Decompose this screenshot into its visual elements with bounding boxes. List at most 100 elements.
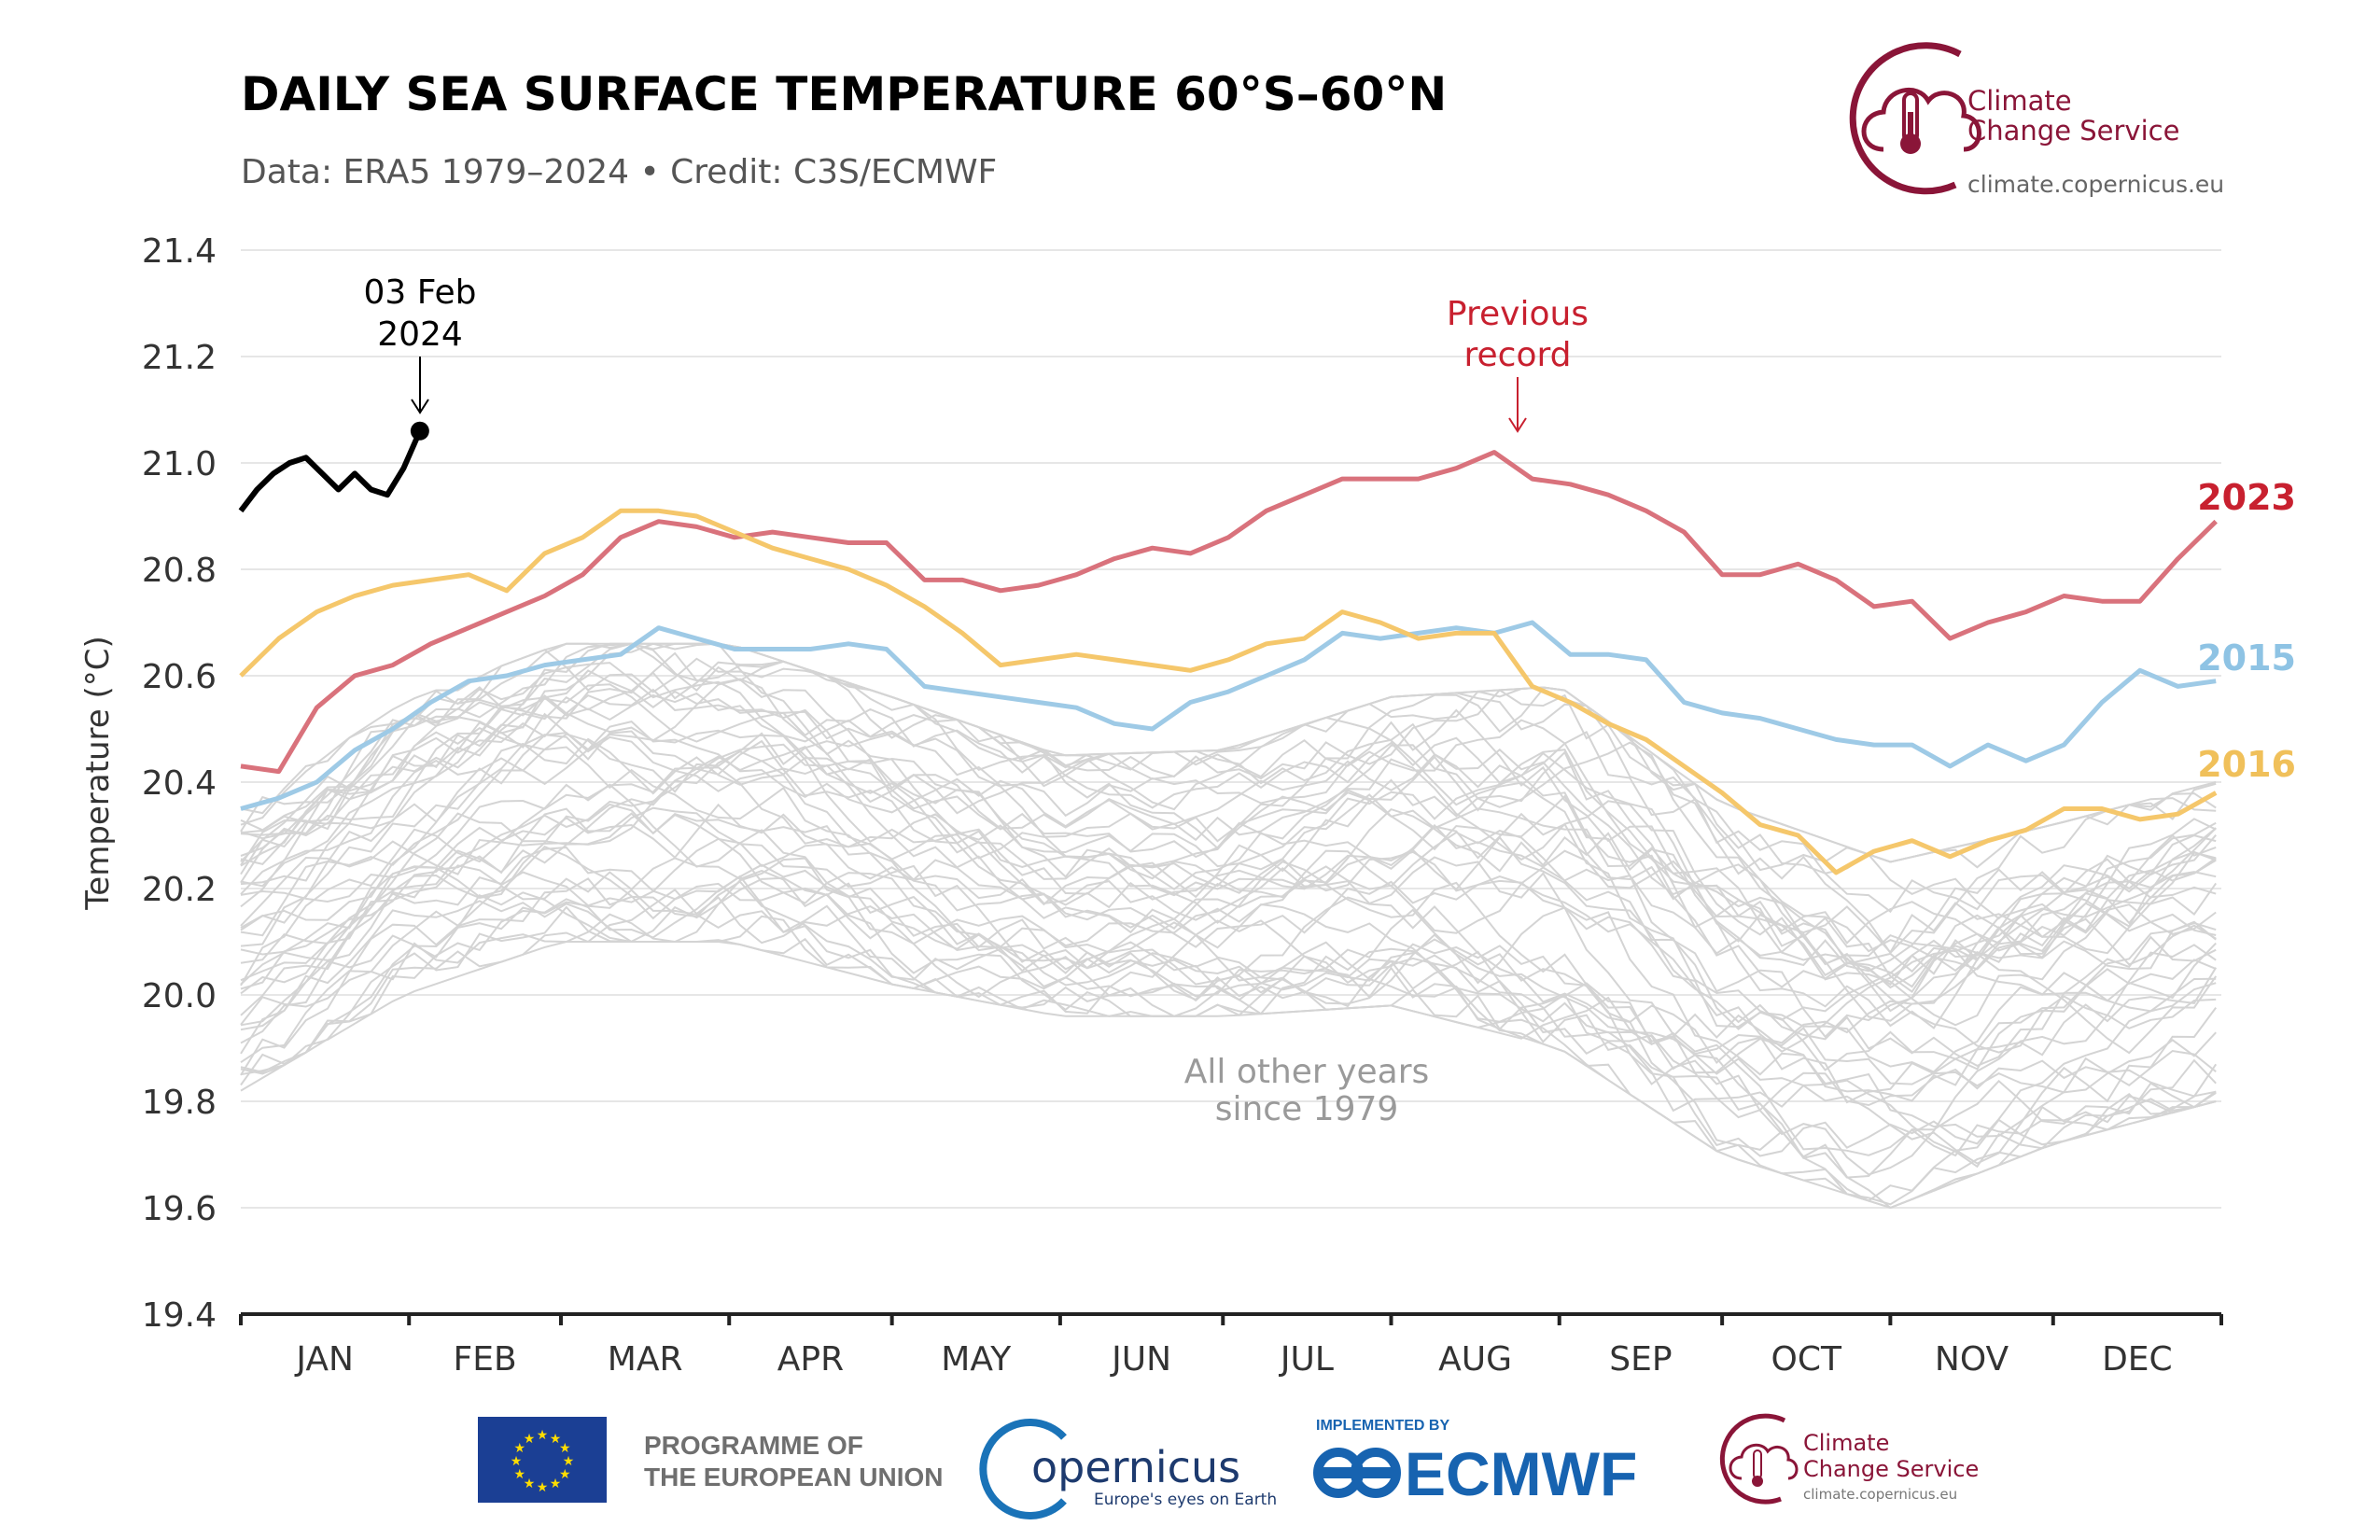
background-year-line bbox=[240, 743, 2217, 1030]
background-year-line bbox=[240, 651, 2217, 920]
ecmwf-wordmark: ECMWF bbox=[1405, 1439, 1637, 1508]
copernicus-wordmark: opernicus bbox=[1031, 1442, 1240, 1492]
chart-subtitle: Data: ERA5 1979–2024 • Credit: C3S/ECMWF bbox=[241, 153, 997, 191]
y-tick-label: 19.4 bbox=[142, 1296, 217, 1335]
eu-star-icon: ★ bbox=[513, 1467, 525, 1482]
latest-point-marker bbox=[410, 421, 429, 441]
series-label-2016: 2016 bbox=[2197, 744, 2296, 785]
background-year-line bbox=[240, 660, 2217, 988]
background-year-line bbox=[240, 941, 2217, 1206]
record-label-line1: Previous bbox=[1447, 295, 1589, 333]
y-tick-label: 19.6 bbox=[142, 1190, 217, 1228]
background-year-line bbox=[240, 863, 2217, 1210]
background-year-line bbox=[240, 737, 2217, 1029]
climate-change-service-logo: Climate Change Service climate.copernicu… bbox=[1849, 42, 2224, 198]
x-tick-label: NOV bbox=[1935, 1340, 2009, 1379]
background-year-line bbox=[240, 642, 2217, 955]
latest-year-label: 2024 bbox=[377, 315, 463, 354]
copernicus-logo: opernicus Europe's eyes on Earth bbox=[979, 1419, 1277, 1519]
ccs-footer-line1: Climate bbox=[1803, 1430, 1889, 1456]
eu-logo: ★ ★★★★★★★★★★★ PROGRAMME OF THE EUROPEAN U… bbox=[478, 1417, 943, 1503]
y-axis-ticks: 21.4 21.2 21.0 20.8 20.6 20.4 20.2 20.0 19.8 19.6… bbox=[142, 232, 217, 1335]
background-year-line bbox=[240, 857, 2217, 1169]
x-tick-label: JUL bbox=[1279, 1340, 1334, 1379]
x-tick-label: MAR bbox=[608, 1340, 683, 1379]
series-line-2023 bbox=[240, 450, 2218, 775]
x-tick-label: JAN bbox=[294, 1340, 354, 1379]
ecmwf-logo: IMPLEMENTED BY ECMWF bbox=[1313, 1418, 1637, 1508]
background-year-line bbox=[240, 889, 2217, 1202]
x-axis: JAN FEB MAR APR MAY JUN JUL AUG SEP OCT NOV DEC bbox=[239, 1312, 2223, 1379]
copernicus-tagline: Europe's eyes on Earth bbox=[1094, 1491, 1277, 1509]
x-tick-label: OCT bbox=[1771, 1340, 1842, 1379]
cloud-icon bbox=[1861, 87, 1981, 152]
latest-date-label: 03 Feb bbox=[364, 273, 477, 312]
highlight-series bbox=[238, 421, 2218, 875]
x-tick-label: JUN bbox=[1110, 1340, 1171, 1379]
thermometer-icon bbox=[1900, 91, 1921, 154]
background-year-line bbox=[240, 888, 2217, 1210]
eu-star-icon: ★ bbox=[559, 1441, 571, 1456]
logo-arc bbox=[1849, 42, 1962, 195]
x-tick-label: SEP bbox=[1609, 1340, 1672, 1379]
background-year-line bbox=[240, 746, 2218, 1055]
background-year-line bbox=[240, 857, 2218, 1165]
eu-star-icon: ★ bbox=[511, 1454, 523, 1469]
eu-star-icon: ★ bbox=[537, 1428, 549, 1443]
y-tick-label: 21.4 bbox=[142, 232, 217, 271]
record-arrowhead bbox=[1508, 417, 1527, 433]
eu-star-icon: ★ bbox=[550, 1432, 562, 1447]
others-label-line1: All other years bbox=[1184, 1053, 1430, 1091]
background-year-line bbox=[240, 669, 2217, 872]
eu-star-icon: ★ bbox=[524, 1477, 536, 1491]
eu-star-icon: ★ bbox=[563, 1454, 575, 1469]
background-year-line bbox=[240, 846, 2217, 1119]
y-axis-label: Temperature (°C) bbox=[79, 636, 117, 910]
background-year-line bbox=[240, 642, 2217, 973]
ccs-footer-thermometer-icon bbox=[1752, 1449, 1763, 1487]
eu-star-icon: ★ bbox=[550, 1477, 562, 1491]
x-tick-label: MAY bbox=[941, 1340, 1012, 1379]
background-year-line bbox=[240, 877, 2217, 1104]
record-annotation: Previous record bbox=[1447, 295, 1589, 433]
background-year-line bbox=[240, 876, 2217, 1179]
x-tick-label: APR bbox=[777, 1340, 844, 1379]
record-label-line2: record bbox=[1464, 336, 1572, 374]
y-tick-label: 20.2 bbox=[142, 871, 217, 909]
eu-star-icon: ★ bbox=[513, 1441, 525, 1456]
background-year-line bbox=[240, 807, 2217, 1085]
y-tick-label: 20.4 bbox=[142, 764, 217, 803]
eu-stars: ★ ★★★★★★★★★★★ bbox=[511, 1428, 575, 1495]
y-tick-label: 19.8 bbox=[142, 1084, 217, 1122]
x-tick-label: DEC bbox=[2102, 1340, 2173, 1379]
x-tick-label: AUG bbox=[1438, 1340, 1512, 1379]
ccs-footer-line2: Change Service bbox=[1803, 1456, 1979, 1482]
others-label-line2: since 1979 bbox=[1215, 1090, 1399, 1128]
brand-line1: Climate bbox=[1967, 85, 2072, 117]
latest-annotation: 03 Feb 2024 bbox=[364, 273, 477, 414]
background-year-line bbox=[240, 749, 2217, 1013]
y-tick-label: 20.0 bbox=[142, 977, 217, 1015]
ccs-footer-arc bbox=[1719, 1413, 1786, 1505]
y-tick-label: 21.2 bbox=[142, 339, 217, 377]
ccs-footer-logo: Climate Change Service climate.copernicu… bbox=[1719, 1413, 1979, 1505]
eu-flag bbox=[478, 1417, 607, 1503]
series-line-2015 bbox=[240, 620, 2217, 811]
series-label-2023: 2023 bbox=[2197, 477, 2296, 518]
background-year-line bbox=[240, 662, 2217, 994]
y-tick-label: 20.8 bbox=[142, 552, 217, 590]
background-year-line bbox=[240, 743, 2218, 1102]
background-years bbox=[240, 642, 2218, 1210]
brand-line2: Change Service bbox=[1967, 115, 2179, 147]
y-tick-label: 20.6 bbox=[142, 658, 217, 696]
eu-star-icon: ★ bbox=[537, 1480, 549, 1495]
y-tick-label: 21.0 bbox=[142, 445, 217, 483]
brand-url: climate.copernicus.eu bbox=[1967, 171, 2224, 198]
series-line-2016 bbox=[239, 508, 2218, 875]
series-line-2024 bbox=[238, 429, 423, 513]
eu-star-icon: ★ bbox=[559, 1467, 571, 1482]
eu-line1: PROGRAMME OF bbox=[644, 1431, 863, 1460]
series-label-2015: 2015 bbox=[2197, 637, 2296, 679]
copernicus-c-icon bbox=[979, 1419, 1067, 1519]
